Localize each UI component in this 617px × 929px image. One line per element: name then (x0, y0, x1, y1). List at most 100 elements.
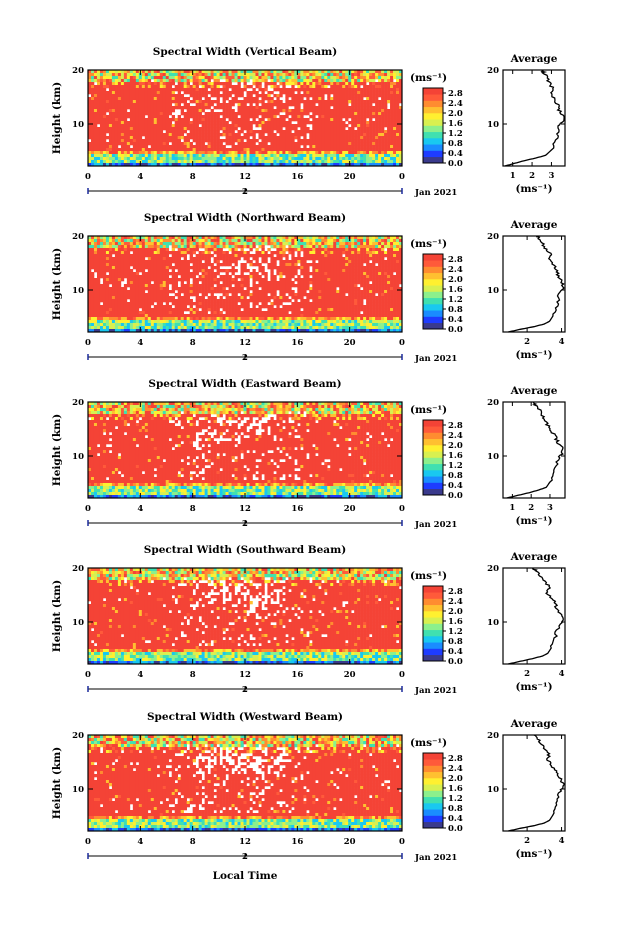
heatmap-cell (189, 251, 193, 255)
heatmap-cell (348, 79, 352, 83)
heatmap-cell (285, 130, 289, 134)
heatmap-cell (363, 260, 367, 264)
heatmap-cell (384, 154, 388, 158)
heatmap-cell (174, 275, 179, 279)
heatmap-cell (180, 127, 184, 131)
heatmap-cell (96, 79, 101, 83)
heatmap-cell (243, 278, 247, 282)
heatmap-cell (111, 272, 116, 276)
heatmap-cell (207, 163, 211, 167)
heatmap-cell (261, 121, 265, 125)
heatmap-cell (294, 70, 298, 74)
heatmap-cell (363, 248, 367, 252)
heatmap-cell (219, 145, 223, 149)
heatmap-cell (222, 236, 226, 240)
heatmap-cell (120, 91, 125, 95)
heatmap-cell (360, 112, 364, 116)
heatmap-cell (393, 118, 397, 122)
heatmap-cell (378, 79, 382, 83)
heatmap-cell (264, 251, 268, 255)
heatmap-cell (234, 148, 238, 152)
heatmap-cell (345, 106, 349, 110)
heatmap-cell (246, 130, 250, 134)
heatmap-cell (348, 82, 352, 86)
heatmap-cell (129, 163, 134, 167)
heatmap-cell (333, 91, 337, 95)
heatmap-cell (99, 112, 104, 116)
heatmap-cell (123, 115, 128, 119)
heatmap-cell (249, 124, 253, 128)
heatmap-cell (156, 269, 161, 273)
heatmap-cell (222, 103, 226, 107)
heatmap-cell (387, 148, 391, 152)
heatmap-cell (111, 278, 116, 282)
heatmap-cell (114, 157, 119, 161)
heatmap-cell (354, 257, 358, 261)
heatmap-cell (114, 145, 119, 149)
heatmap-cell (123, 109, 128, 113)
heatmap-cell (135, 245, 140, 249)
heatmap-cell (342, 106, 346, 110)
heatmap-cell (231, 139, 235, 143)
heatmap-cell (261, 130, 265, 134)
heatmap-cell (132, 281, 137, 285)
heatmap-cell (117, 115, 122, 119)
heatmap-cell (210, 151, 214, 155)
heatmap-cell (393, 106, 397, 110)
heatmap-cell (279, 76, 283, 80)
heatmap-cell (333, 133, 337, 137)
heatmap-cell (165, 85, 170, 89)
heatmap-cell (189, 257, 193, 261)
heatmap-cell (168, 260, 173, 264)
heatmap-cell (93, 70, 98, 74)
heatmap-cell (324, 148, 328, 152)
heatmap-cell (174, 239, 179, 243)
heatmap-cell (366, 248, 370, 252)
heatmap-cell (156, 97, 161, 101)
heatmap-cell (111, 236, 116, 240)
heatmap-cell (396, 269, 400, 273)
heatmap-cell (111, 160, 116, 164)
heatmap-cell (297, 260, 301, 264)
heatmap-cell (225, 103, 229, 107)
heatmap-cell (318, 148, 322, 152)
heatmap-cell (168, 106, 173, 110)
heatmap-cell (369, 109, 373, 113)
heatmap-cell (372, 148, 376, 152)
heatmap-cell (330, 82, 334, 86)
heatmap-cell (357, 257, 361, 261)
heatmap-cell (252, 112, 256, 116)
heatmap-cell (120, 100, 125, 104)
heatmap-cell (186, 160, 190, 164)
heatmap-cell (225, 97, 229, 101)
heatmap-cell (186, 88, 190, 92)
heatmap-cell (198, 269, 202, 273)
heatmap-cell (207, 236, 211, 240)
heatmap-cell (228, 287, 232, 291)
heatmap-cell (180, 269, 184, 273)
heatmap-cell (330, 127, 334, 131)
heatmap-cell (312, 88, 316, 92)
heatmap-cell (360, 275, 364, 279)
heatmap-cell (228, 236, 232, 240)
heatmap-cell (282, 157, 286, 161)
heatmap-cell (282, 269, 286, 273)
heatmap-cell (216, 251, 220, 255)
heatmap-cell (213, 160, 217, 164)
heatmap-cell (375, 260, 379, 264)
heatmap-cell (198, 145, 202, 149)
heatmap-cell (147, 76, 152, 80)
heatmap-cell (102, 109, 107, 113)
heatmap-cell (114, 269, 119, 273)
heatmap-cell (312, 130, 316, 134)
heatmap-cell (264, 148, 268, 152)
heatmap-cell (108, 163, 113, 167)
heatmap-cell (234, 118, 238, 122)
heatmap-cell (357, 124, 361, 128)
heatmap-cell (333, 70, 337, 74)
heatmap-cell (153, 260, 158, 264)
heatmap-cell (177, 130, 181, 134)
heatmap-cell (339, 79, 343, 83)
heatmap-cell (384, 254, 388, 258)
heatmap-cell (279, 284, 283, 288)
